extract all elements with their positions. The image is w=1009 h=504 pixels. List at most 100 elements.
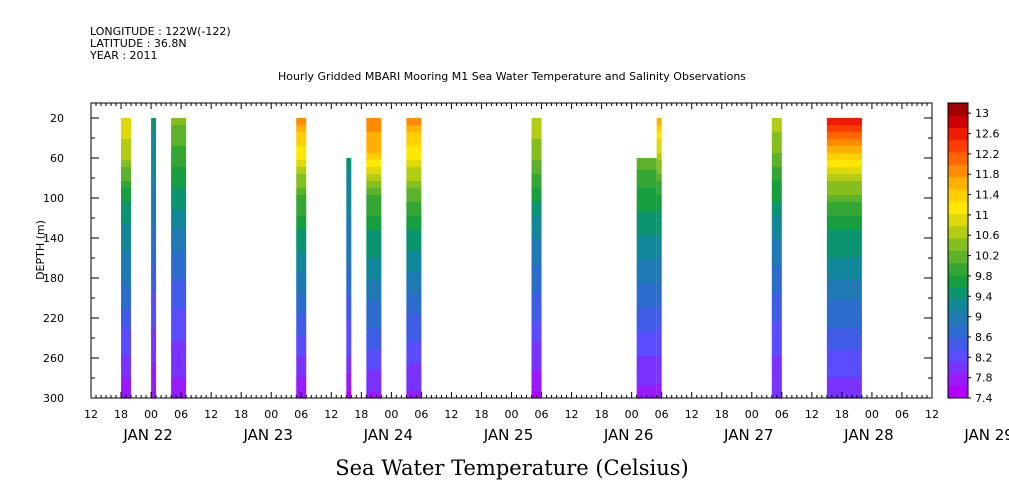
- bar-cell: [531, 349, 542, 357]
- x-hour-label: 12: [204, 408, 218, 421]
- bar-cell: [656, 258, 662, 266]
- data-bars: [121, 118, 862, 399]
- bar-cell: [826, 272, 862, 280]
- bar-cell: [346, 188, 352, 195]
- bar-cell: [636, 170, 657, 177]
- bar-cell: [531, 356, 542, 364]
- x-hour-label: 00: [264, 408, 278, 421]
- bar-cell: [771, 139, 782, 147]
- colorbar-cell: [948, 324, 968, 337]
- bar-cell: [346, 374, 352, 381]
- bar-cell: [346, 254, 352, 261]
- bar-cell: [121, 293, 132, 301]
- bar-cell: [346, 320, 352, 327]
- bar-cell: [406, 139, 422, 147]
- bar-cell: [171, 293, 187, 301]
- x-day-label: JAN 24: [363, 426, 414, 444]
- bar-cell: [406, 363, 422, 371]
- bar-cell: [346, 338, 352, 345]
- x-hour-label: 06: [294, 408, 308, 421]
- bar-cell: [771, 370, 782, 378]
- bar-cell: [531, 209, 542, 217]
- bar-cell: [826, 139, 862, 147]
- bar-cell: [531, 370, 542, 378]
- bar-cell: [296, 188, 307, 196]
- bar-cell: [406, 244, 422, 252]
- bar-cell: [406, 335, 422, 343]
- bar-cell: [151, 300, 157, 308]
- bar-cell: [121, 349, 132, 357]
- bar-cell: [366, 370, 382, 378]
- bar-cell: [121, 174, 132, 182]
- x-hour-label: 18: [715, 408, 729, 421]
- x-hour-label: 06: [414, 408, 428, 421]
- bar-cell: [406, 237, 422, 245]
- bar-cell: [151, 377, 157, 385]
- bar-cell: [346, 200, 352, 207]
- bar-cell: [121, 188, 132, 196]
- bar-cell: [171, 230, 187, 238]
- bar-cell: [636, 218, 657, 225]
- bar-cell: [531, 188, 542, 196]
- x-hour-label: 12: [925, 408, 939, 421]
- bar-cell: [406, 349, 422, 357]
- bar-cell: [121, 230, 132, 238]
- data-bar-3: [296, 118, 307, 399]
- x-hour-label: 12: [324, 408, 338, 421]
- bar-cell: [171, 146, 187, 154]
- bar-cell: [656, 272, 662, 280]
- bar-cell: [346, 242, 352, 249]
- bar-cell: [346, 158, 352, 165]
- colorbar-label: Sea Water Temperature (Celsius): [335, 456, 689, 480]
- bar-cell: [366, 244, 382, 252]
- bar-cell: [121, 258, 132, 266]
- bar-cell: [121, 132, 132, 140]
- bar-cell: [151, 202, 157, 210]
- bar-cell: [531, 146, 542, 154]
- bar-cell: [656, 314, 662, 322]
- bar-cell: [656, 342, 662, 350]
- x-hour-label: 00: [865, 408, 879, 421]
- bar-cell: [121, 391, 132, 399]
- bar-cell: [366, 160, 382, 168]
- bar-cell: [826, 258, 862, 266]
- colorbar-tick-label: 9: [975, 311, 982, 324]
- bar-cell: [121, 237, 132, 245]
- bar-cell: [771, 293, 782, 301]
- bar-cell: [151, 160, 157, 168]
- bar-cell: [151, 279, 157, 287]
- bar-cell: [346, 350, 352, 357]
- bar-cell: [121, 216, 132, 224]
- bar-cell: [346, 278, 352, 285]
- bar-cell: [366, 314, 382, 322]
- bar-cell: [296, 202, 307, 210]
- bar-cell: [296, 153, 307, 161]
- bar-cell: [346, 266, 352, 273]
- bar-cell: [121, 265, 132, 273]
- colorbar-cell: [948, 103, 968, 116]
- bar-cell: [296, 209, 307, 217]
- bar-cell: [636, 320, 657, 327]
- bar-cell: [656, 139, 662, 147]
- bar-cell: [771, 195, 782, 203]
- bar-cell: [296, 279, 307, 287]
- bar-cell: [296, 223, 307, 231]
- bar-cell: [826, 223, 862, 231]
- bar-cell: [531, 132, 542, 140]
- bar-cell: [366, 307, 382, 315]
- bar-cell: [771, 146, 782, 154]
- bar-cell: [366, 118, 382, 126]
- bar-cell: [346, 230, 352, 237]
- bar-cell: [171, 251, 187, 259]
- bar-cell: [531, 223, 542, 231]
- bar-cell: [151, 349, 157, 357]
- bar-cell: [636, 368, 657, 375]
- bar-cell: [296, 125, 307, 133]
- bar-cell: [296, 363, 307, 371]
- bar-cell: [296, 293, 307, 301]
- bar-cell: [826, 146, 862, 154]
- bar-cell: [151, 146, 157, 154]
- bar-cell: [826, 335, 862, 343]
- bar-cell: [826, 314, 862, 322]
- bar-cell: [171, 335, 187, 343]
